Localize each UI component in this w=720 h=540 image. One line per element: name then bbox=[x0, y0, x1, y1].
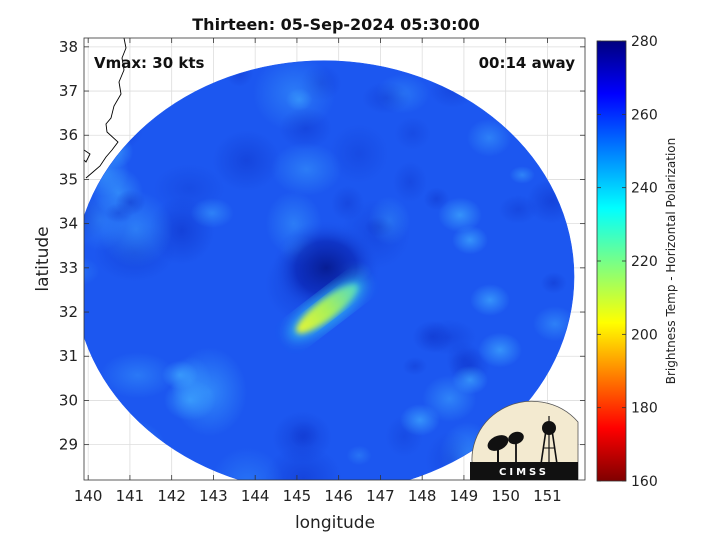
x-tick-label: 151 bbox=[533, 487, 562, 505]
water-tower-icon bbox=[540, 416, 558, 465]
colorbar-tick-label: 200 bbox=[631, 327, 658, 343]
colorbar-tick-label: 220 bbox=[631, 254, 658, 270]
x-tick-label: 145 bbox=[283, 487, 312, 505]
x-tick-label: 149 bbox=[450, 487, 479, 505]
y-tick-label: 37 bbox=[59, 82, 78, 100]
y-tick-label: 30 bbox=[59, 391, 78, 409]
x-tick-label: 141 bbox=[116, 487, 145, 505]
satellite-dish-icon bbox=[487, 431, 524, 464]
y-axis-label: latitude bbox=[33, 226, 53, 291]
coastline-island bbox=[83, 149, 91, 163]
x-tick-label: 146 bbox=[324, 487, 353, 505]
colorbar-tick-label: 240 bbox=[631, 181, 658, 197]
vmax-annotation: Vmax: 30 kts bbox=[94, 54, 204, 72]
colorbar-gradient bbox=[596, 40, 627, 482]
y-tick-label: 38 bbox=[59, 38, 78, 56]
x-axis-label: longitude bbox=[295, 513, 375, 533]
x-axis: 140 141 142 143 144 145 146 147 148 149 150 151 bbox=[74, 38, 562, 505]
colorbar-tick-label: 180 bbox=[631, 401, 658, 417]
scan-edge bbox=[84, 60, 575, 480]
x-tick-label: 143 bbox=[199, 487, 228, 505]
x-tick-label: 150 bbox=[491, 487, 520, 505]
chart-title: Thirteen: 05-Sep-2024 05:30:00 bbox=[192, 15, 479, 34]
colorbar-tick-label: 260 bbox=[631, 107, 658, 123]
coastline bbox=[85, 38, 127, 179]
logo-text: CIMSS bbox=[499, 467, 549, 478]
y-tick-label: 31 bbox=[59, 347, 78, 365]
x-tick-label: 147 bbox=[366, 487, 395, 505]
cimss-logo: CIMSS bbox=[470, 400, 579, 481]
x-tick-label: 140 bbox=[74, 487, 103, 505]
y-tick-label: 33 bbox=[59, 259, 78, 277]
axes-frame bbox=[83, 37, 586, 481]
x-tick-label: 148 bbox=[408, 487, 437, 505]
colorbar-label: Brightness Temp - Horizontal Polarizatio… bbox=[664, 138, 678, 385]
away-annotation: 00:14 away bbox=[479, 54, 576, 72]
x-tick-label: 144 bbox=[241, 487, 270, 505]
y-tick-label: 35 bbox=[59, 170, 78, 188]
colorbar-tick-label: 280 bbox=[631, 34, 658, 50]
y-tick-label: 32 bbox=[59, 303, 78, 321]
colorbar: 160 180 200 220 240 260 280 Brightness Temp - … bbox=[596, 34, 678, 490]
colorbar-tick-label: 160 bbox=[631, 474, 658, 490]
x-tick-label: 142 bbox=[157, 487, 186, 505]
y-axis: 29 30 31 32 33 34 35 36 37 38 bbox=[59, 38, 585, 454]
y-tick-label: 29 bbox=[59, 436, 78, 454]
y-tick-label: 34 bbox=[59, 215, 78, 233]
y-tick-label: 36 bbox=[59, 126, 78, 144]
warm-band bbox=[287, 276, 367, 341]
